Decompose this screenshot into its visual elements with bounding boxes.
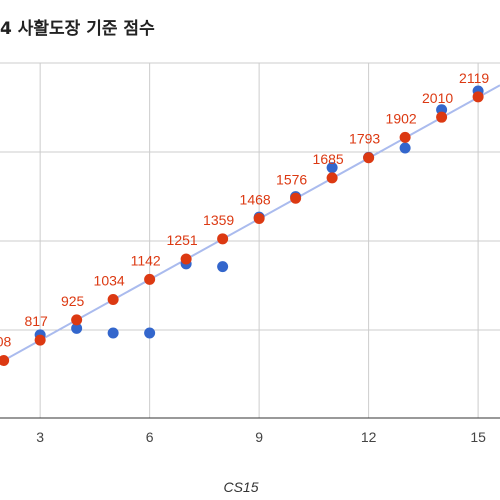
data-label: 2010: [422, 90, 453, 106]
x-axis-title: CS15: [223, 479, 258, 495]
x-tick-label: 9: [255, 429, 263, 445]
point-series-blue: [144, 327, 156, 339]
point-series-blue: [399, 142, 411, 154]
point-series-blue: [107, 327, 119, 339]
x-tick-label: 15: [470, 429, 486, 445]
point-series-red: [290, 192, 302, 204]
data-label: 1576: [276, 171, 307, 187]
point-series-blue: [71, 322, 83, 334]
x-tick-label: 12: [361, 429, 377, 445]
point-series-red: [472, 91, 484, 103]
point-series-red: [363, 152, 375, 164]
x-tick-label: 6: [146, 429, 154, 445]
data-label: 925: [61, 293, 85, 309]
point-series-red: [107, 294, 119, 306]
point-series-blue: [217, 261, 229, 273]
point-series-red: [217, 233, 229, 245]
x-tick-label: 3: [36, 429, 44, 445]
data-label: 1685: [313, 151, 344, 167]
point-series-blue: [326, 162, 338, 174]
data-label: 1902: [386, 110, 417, 126]
point-series-red: [180, 253, 192, 265]
data-label: 1359: [203, 212, 234, 228]
trendline: [0, 84, 500, 364]
data-label: 1251: [167, 232, 198, 248]
point-series-red: [436, 111, 448, 123]
point-series-red: [253, 212, 265, 224]
data-label: 817: [24, 313, 48, 329]
data-label: 708: [0, 333, 12, 349]
data-label: 1468: [240, 191, 271, 207]
point-series-red: [34, 334, 46, 346]
chart-title: 4 사활도장 기준 점수: [0, 19, 155, 39]
data-label: 1034: [94, 273, 125, 289]
point-series-red: [71, 314, 83, 326]
point-series-red: [326, 172, 338, 184]
point-series-red: [144, 273, 156, 285]
point-series-red: [399, 131, 411, 143]
data-label: 1793: [349, 131, 380, 147]
point-series-red: [0, 354, 10, 366]
data-label: 1142: [131, 252, 161, 268]
data-label: 2119: [459, 70, 489, 86]
